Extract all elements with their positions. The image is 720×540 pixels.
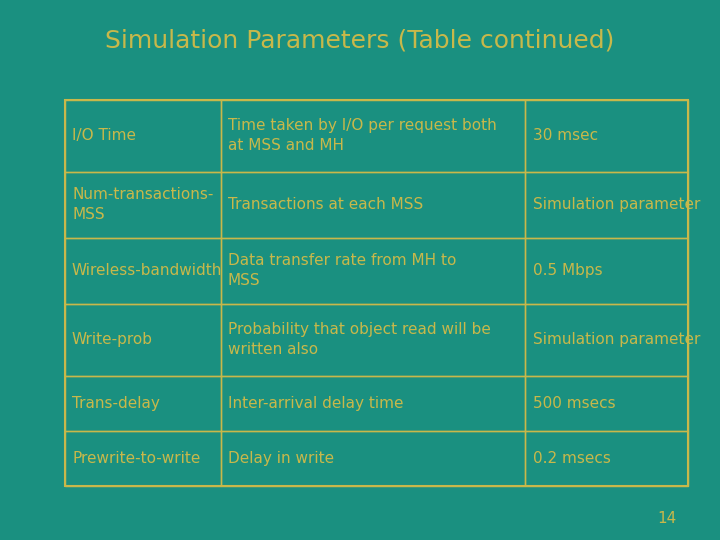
Bar bbox=[220, 376, 526, 431]
Text: Transactions at each MSS: Transactions at each MSS bbox=[228, 197, 423, 212]
Bar bbox=[526, 172, 688, 238]
Text: Simulation Parameters (Table continued): Simulation Parameters (Table continued) bbox=[105, 29, 615, 52]
Bar bbox=[526, 238, 688, 304]
Bar bbox=[220, 304, 526, 376]
Bar bbox=[220, 172, 526, 238]
Text: 500 msecs: 500 msecs bbox=[533, 396, 615, 411]
Text: Wireless-bandwidth: Wireless-bandwidth bbox=[72, 264, 222, 279]
Text: Simulation parameter: Simulation parameter bbox=[533, 332, 700, 347]
Bar bbox=[65, 100, 220, 172]
Bar bbox=[526, 100, 688, 172]
Bar bbox=[526, 376, 688, 431]
Text: Time taken by I/O per request both
at MSS and MH: Time taken by I/O per request both at MS… bbox=[228, 118, 497, 153]
Text: Probability that object read will be
written also: Probability that object read will be wri… bbox=[228, 322, 490, 357]
Bar bbox=[65, 172, 220, 238]
Bar bbox=[220, 100, 526, 172]
Bar bbox=[526, 304, 688, 376]
Bar bbox=[65, 431, 220, 486]
Text: 14: 14 bbox=[657, 511, 677, 526]
Text: Prewrite-to-write: Prewrite-to-write bbox=[72, 451, 200, 466]
Text: Trans-delay: Trans-delay bbox=[72, 396, 160, 411]
Text: 0.2 msecs: 0.2 msecs bbox=[533, 451, 611, 466]
Bar bbox=[220, 431, 526, 486]
Bar bbox=[65, 238, 220, 304]
Text: I/O Time: I/O Time bbox=[72, 129, 136, 143]
Text: Simulation parameter: Simulation parameter bbox=[533, 197, 700, 212]
Bar bbox=[526, 431, 688, 486]
Bar bbox=[65, 376, 220, 431]
Text: Inter-arrival delay time: Inter-arrival delay time bbox=[228, 396, 403, 411]
Text: Data transfer rate from MH to
MSS: Data transfer rate from MH to MSS bbox=[228, 253, 456, 288]
Text: Num-transactions-
MSS: Num-transactions- MSS bbox=[72, 187, 213, 222]
Text: Write-prob: Write-prob bbox=[72, 332, 153, 347]
Bar bbox=[65, 100, 688, 486]
Text: 30 msec: 30 msec bbox=[533, 129, 598, 143]
Text: 0.5 Mbps: 0.5 Mbps bbox=[533, 264, 602, 279]
Bar bbox=[65, 304, 220, 376]
Text: Delay in write: Delay in write bbox=[228, 451, 334, 466]
Bar bbox=[220, 238, 526, 304]
